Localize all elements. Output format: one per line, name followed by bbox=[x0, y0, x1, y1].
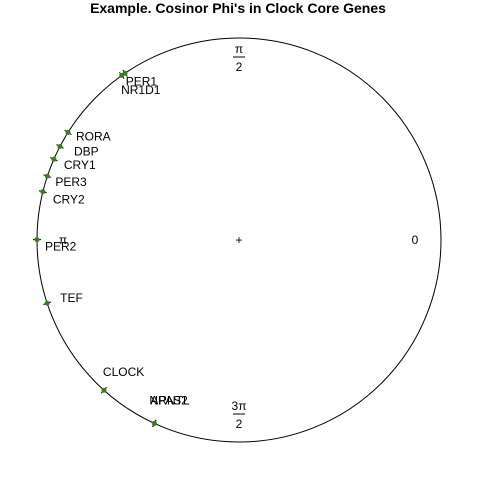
axis-label-three-half-pi-numerator: 3π bbox=[232, 399, 247, 413]
chart-title: Example. Cosinor Phi's in Clock Core Gen… bbox=[90, 0, 386, 16]
point-npas2 bbox=[151, 420, 157, 426]
point-rora bbox=[65, 129, 71, 135]
gene-label-clock: CLOCK bbox=[103, 365, 144, 379]
axis-label-pi: π bbox=[59, 233, 67, 247]
point-clock bbox=[101, 387, 107, 393]
point-cry2 bbox=[40, 189, 46, 195]
axis-label-three-half-pi-denominator: 2 bbox=[236, 417, 243, 431]
gene-label-rora: RORA bbox=[76, 129, 111, 143]
gene-label-cry2: CRY2 bbox=[53, 193, 85, 207]
gene-label-per2: PER2 bbox=[45, 240, 77, 254]
gene-label-dbp: DBP bbox=[74, 144, 99, 158]
point-per2 bbox=[34, 237, 40, 243]
point-nr1d1 bbox=[122, 70, 128, 76]
axis-label-half-pi-numerator: π bbox=[235, 42, 243, 56]
gene-label-cry1: CRY1 bbox=[64, 158, 96, 172]
angle-axis-labels: 0 π 2 π 3π 2 bbox=[59, 42, 419, 431]
point-cry1 bbox=[51, 156, 57, 162]
point-dbp bbox=[57, 143, 63, 149]
point-per3 bbox=[44, 173, 50, 179]
gene-label-npas2: NPAS2 bbox=[149, 393, 188, 407]
point-tef bbox=[44, 300, 50, 306]
point-per1 bbox=[119, 73, 125, 79]
gene-label-nr1d1: NR1D1 bbox=[121, 83, 161, 97]
gene-label-per1: PER1 bbox=[126, 75, 158, 89]
gene-label-arntl: ARNTL bbox=[150, 393, 190, 407]
gene-label-per3: PER3 bbox=[55, 175, 87, 189]
axis-label-zero: 0 bbox=[412, 233, 419, 247]
axis-label-half-pi-denominator: 2 bbox=[236, 60, 243, 74]
gene-label-tef: TEF bbox=[60, 291, 83, 305]
phase-points bbox=[32, 69, 157, 428]
center-marker: + bbox=[235, 233, 242, 247]
